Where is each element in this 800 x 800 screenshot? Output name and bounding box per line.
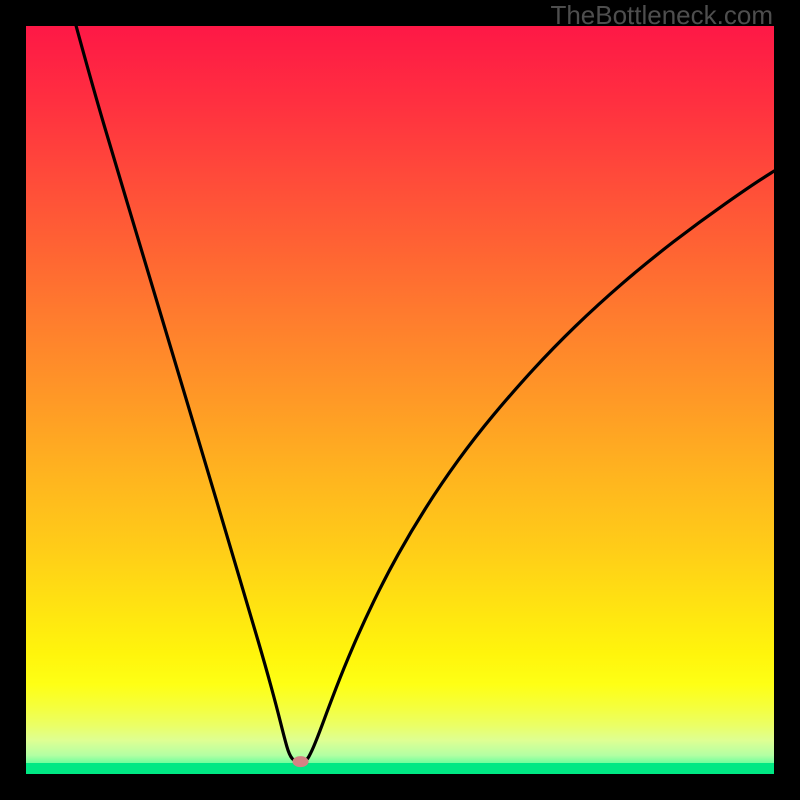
chart-svg [26,26,774,774]
optimal-point-marker [293,756,309,767]
watermark-text: TheBottleneck.com [550,0,773,31]
plot-area [26,26,774,774]
bottleneck-curve [76,26,774,762]
